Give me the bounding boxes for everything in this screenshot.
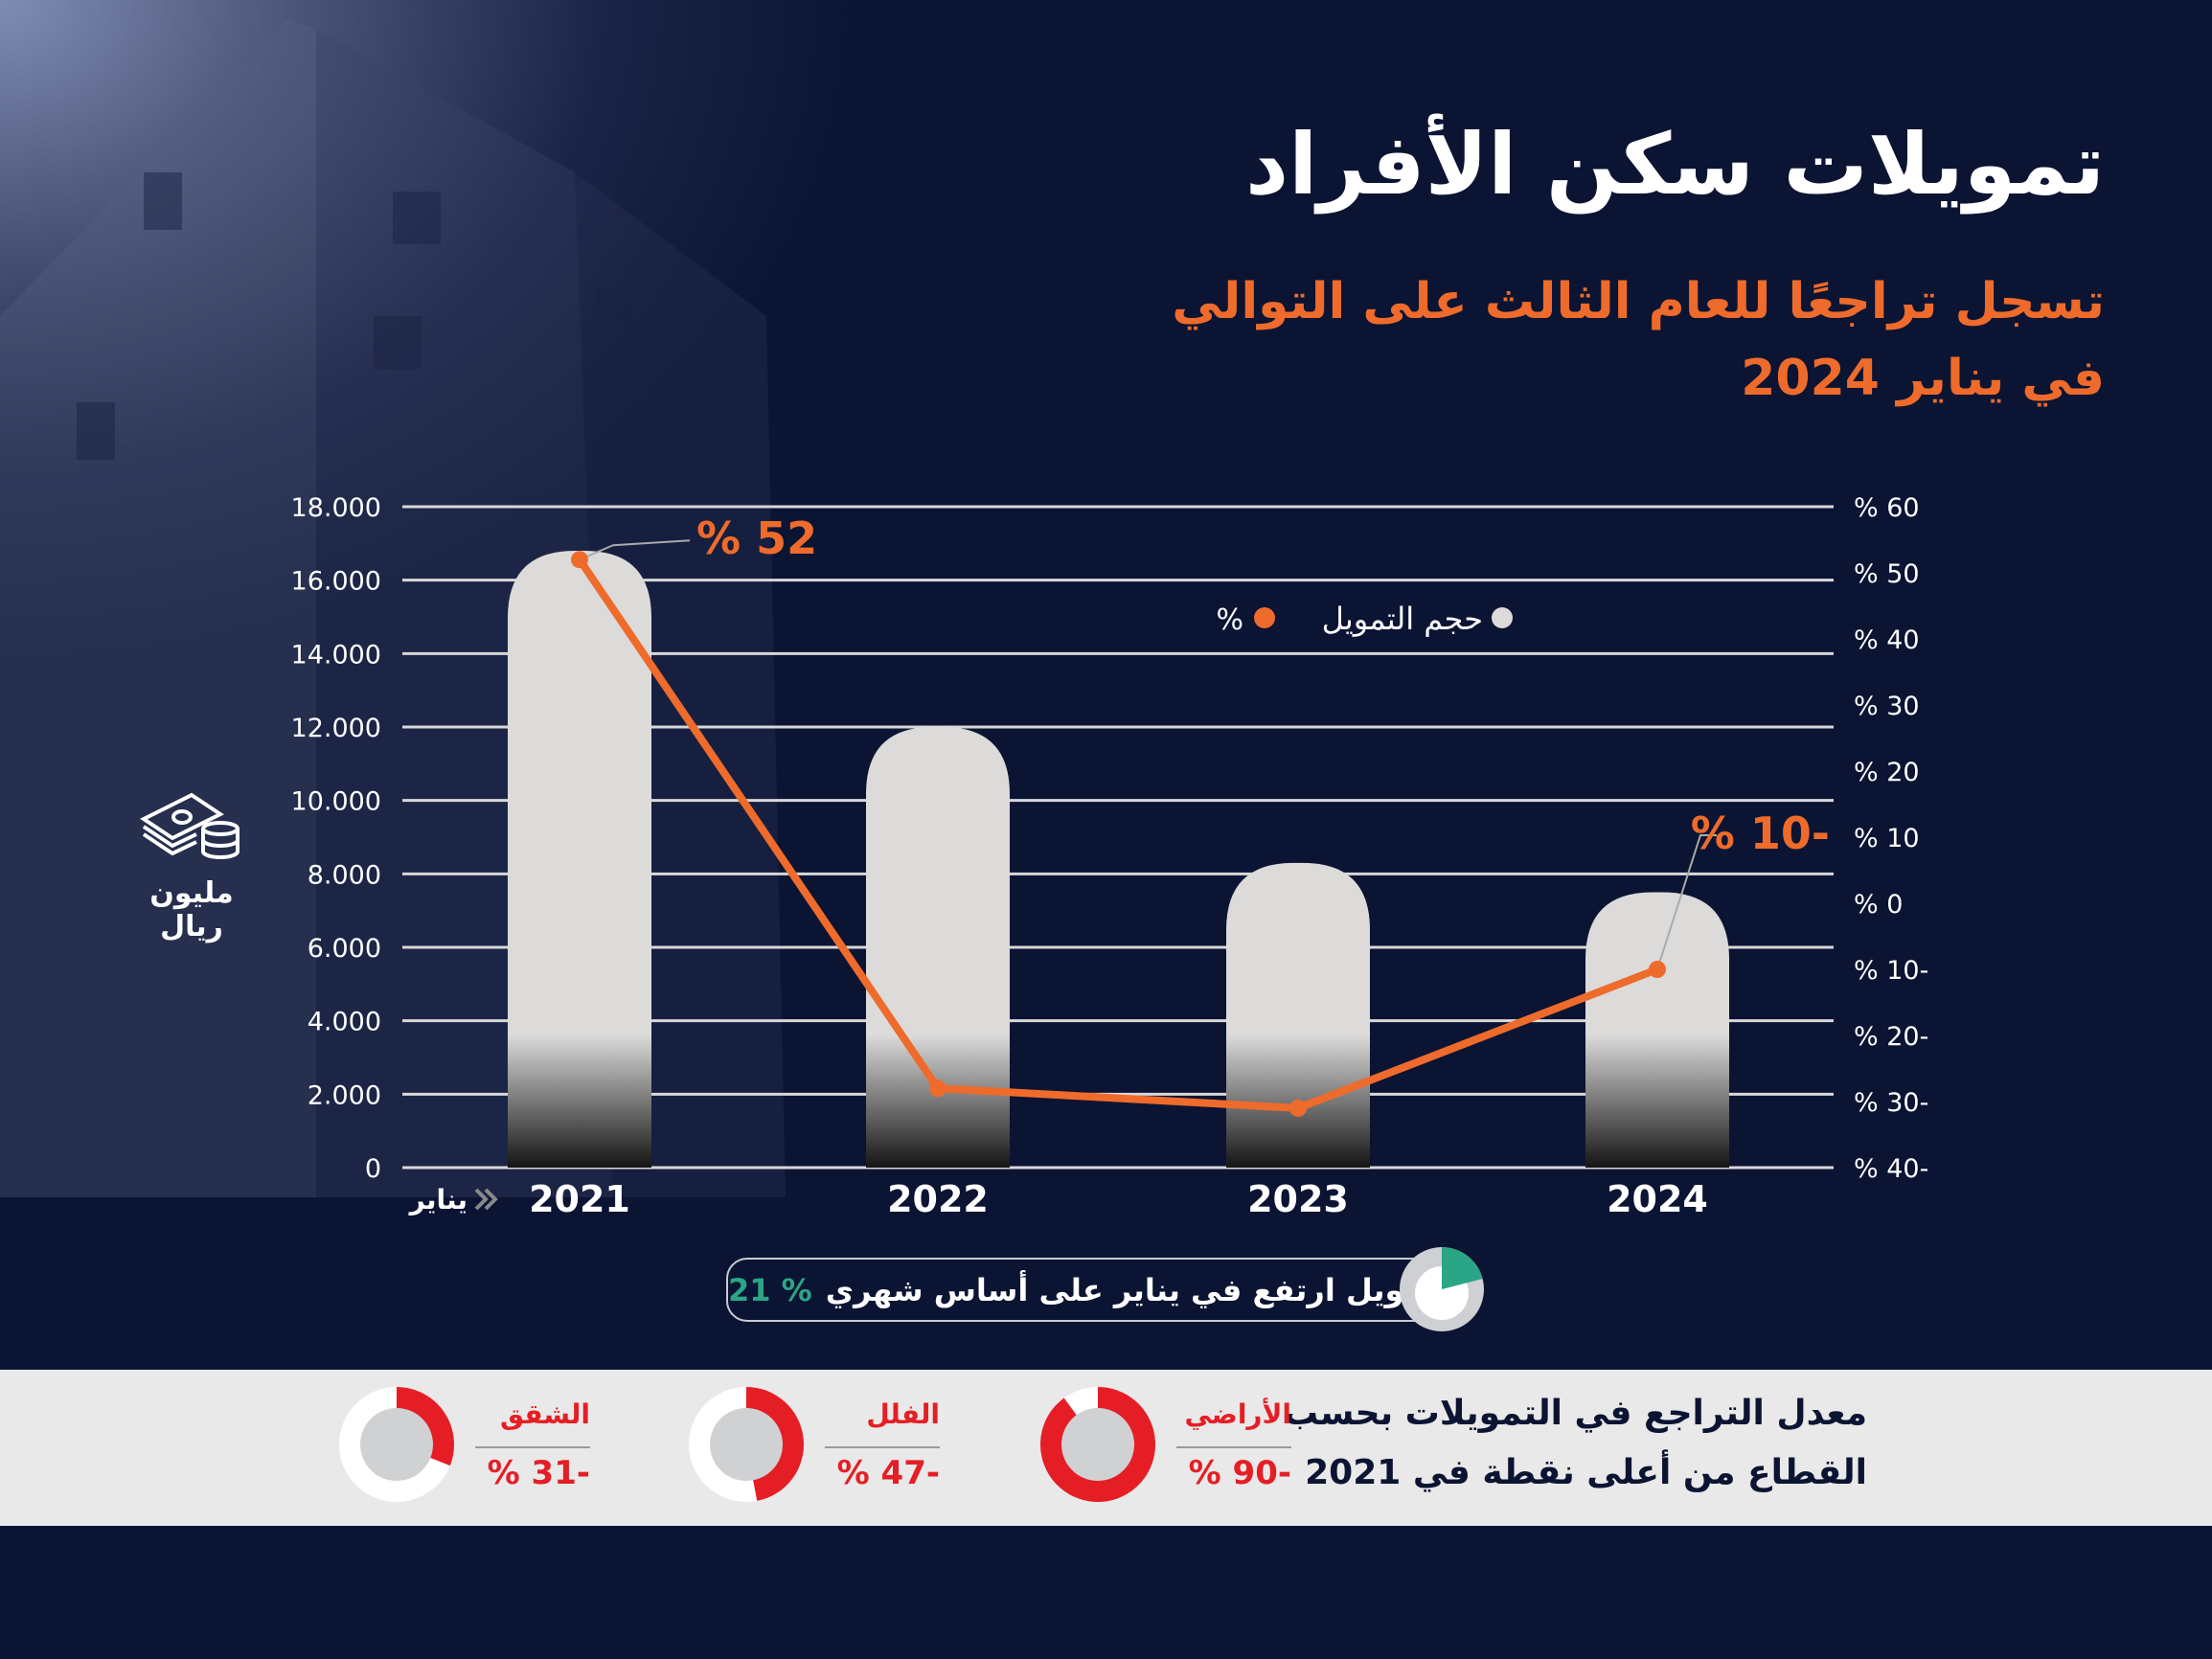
legend-label-bar: حجم التمويل (1322, 601, 1483, 637)
left-tick-label: 16.000 (291, 567, 381, 597)
right-tick-label: % 0 (1854, 890, 1903, 920)
background-gradient (0, 0, 2212, 1370)
year-label-2024: 2024 (1607, 1178, 1708, 1220)
left-tick-label: 2.000 (308, 1080, 381, 1110)
money-stack-icon (140, 792, 239, 859)
right-tick-label: % 20- (1854, 1022, 1928, 1052)
year-label-2021: 2021 (529, 1178, 630, 1220)
right-tick-label: % 40 (1854, 625, 1920, 655)
pie-slice (1442, 1247, 1483, 1289)
sector-value: % 31- (487, 1454, 590, 1492)
divider (1176, 1446, 1291, 1448)
subtitle-line-1: تسجل تراجعًا للعام الثالث على التوالي (1172, 273, 2105, 330)
annotation-leader (579, 539, 691, 561)
pct-point-2023 (1289, 1099, 1307, 1117)
donut-1 (689, 1387, 805, 1502)
bar-2024 (1585, 892, 1729, 1168)
bar-2023 (1226, 862, 1370, 1168)
annotation-2021: % 52 (696, 512, 817, 564)
unit-label: مليون ريال (149, 876, 234, 943)
divider (475, 1446, 590, 1448)
left-tick-label: 4.000 (308, 1008, 381, 1037)
left-tick-label: 18.000 (291, 493, 381, 523)
page-title: تمويلات سكن الأفراد (1244, 115, 2105, 214)
callout-value: % 21 (728, 1271, 812, 1308)
right-tick-label: % 20 (1854, 758, 1920, 787)
right-tick-label: % 60 (1854, 493, 1920, 523)
bar-2022 (866, 727, 1010, 1168)
right-tick-label: % 10 (1854, 824, 1920, 853)
sector-name: الشقق (500, 1398, 590, 1430)
pie-chart-icon (1400, 1247, 1484, 1331)
callout-text: التمويل ارتفع في يناير على أساس شهري (825, 1271, 1460, 1308)
left-tick-label: 10.000 (291, 787, 381, 817)
pct-line (576, 557, 1659, 1112)
right-tick-label: % 30 (1854, 692, 1920, 721)
legend-label-line: % (1216, 603, 1243, 637)
left-tick-label: 14.000 (291, 640, 381, 670)
x-axis-prefix: يناير (408, 1184, 467, 1216)
sector-title-line-2: القطاع من أعلى نقطة في 2021 (1305, 1453, 1867, 1492)
legend-swatch-line (1254, 607, 1275, 628)
chart: 0 2.000 4.000 6.000 8.000 10.000 12.000 14.000 1… (291, 493, 1929, 1220)
monthly-change-callout: التمويل ارتفع في يناير على أساس شهري % 2… (726, 1258, 1464, 1322)
annotation-2024: % 10- (1691, 807, 1830, 859)
right-tick-label: % 10- (1854, 956, 1928, 986)
left-tick-label: 12.000 (291, 714, 381, 743)
annotation-leader (1656, 834, 1717, 970)
sector-title-line-1: معدل التراجع في التمويلات بحسب (1283, 1394, 1867, 1433)
pct-point-2021 (571, 551, 588, 569)
left-tick-label: 6.000 (308, 934, 381, 964)
left-tick-label: 0 (365, 1154, 381, 1184)
donut-2 (339, 1387, 454, 1502)
sector-name: الفلل (866, 1398, 940, 1430)
left-tick-label: 8.000 (308, 860, 381, 890)
pct-point-2022 (929, 1079, 946, 1098)
legend-swatch-bar (1492, 607, 1513, 628)
subtitle-line-2: في يناير 2024 (1741, 350, 2105, 407)
right-tick-label: % 40- (1854, 1154, 1928, 1184)
sector-value: % 90- (1188, 1454, 1291, 1492)
year-label-2023: 2023 (1247, 1178, 1349, 1220)
year-label-2022: 2022 (887, 1178, 989, 1220)
right-tick-label: % 50 (1854, 559, 1920, 589)
divider (825, 1446, 940, 1448)
chevron-icon (474, 1188, 498, 1211)
sector-value: % 47- (836, 1454, 940, 1492)
pct-point-2024 (1649, 961, 1666, 978)
donut-0 (1040, 1387, 1155, 1502)
sector-name: الأراضي (1184, 1398, 1291, 1430)
bar-2021 (508, 551, 651, 1168)
right-tick-label: % 30- (1854, 1088, 1928, 1118)
